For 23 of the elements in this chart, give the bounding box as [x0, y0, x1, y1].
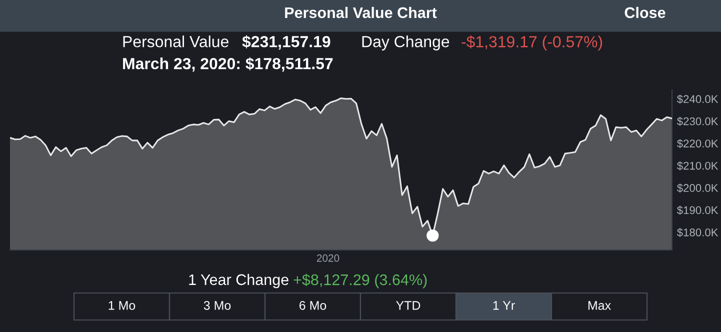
text: 1 Mo — [108, 301, 136, 310]
y-tick-label: $180.0K — [676, 228, 718, 238]
y-tick-label: $190.0K — [676, 206, 718, 215]
y-tick-label: $220.0K — [676, 139, 718, 148]
text: Day Change — [362, 36, 450, 50]
text: YTD — [396, 301, 420, 310]
text: 1 Year Change — [189, 274, 288, 288]
y-tick-label: $240.0K — [676, 94, 718, 104]
y-tick-label: $210.0K — [676, 161, 718, 170]
text: 3 Mo — [204, 301, 231, 310]
text: $231,157.19 — [242, 35, 330, 50]
y-tick-label: $230.0K — [676, 116, 718, 126]
text: Personal Value — [123, 36, 228, 48]
text: Max — [588, 301, 611, 310]
text: +$8,127.29 (3.64%) — [294, 274, 427, 288]
text: 6 Mo — [299, 301, 326, 310]
text: -$1,319.17 (-0.57%) — [462, 35, 602, 51]
text: March 23, 2020: $178,511.57 — [123, 57, 333, 72]
text: 1 Yr — [493, 301, 515, 310]
chart-title: Personal Value Chart — [285, 6, 437, 18]
y-tick-label: $200.0K — [676, 184, 718, 193]
text: Close — [624, 6, 666, 18]
text: 2020 — [316, 254, 340, 262]
